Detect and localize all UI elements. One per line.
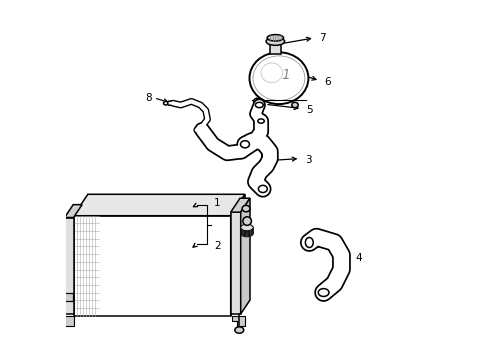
Ellipse shape (258, 119, 264, 123)
Ellipse shape (241, 141, 249, 148)
Ellipse shape (241, 226, 253, 233)
Ellipse shape (241, 230, 253, 237)
Ellipse shape (241, 224, 253, 231)
Ellipse shape (267, 35, 284, 41)
Ellipse shape (266, 37, 285, 45)
Text: 4: 4 (355, 253, 362, 263)
Ellipse shape (292, 102, 298, 108)
Text: 1: 1 (282, 68, 291, 82)
Ellipse shape (255, 102, 263, 108)
Text: 7: 7 (319, 33, 326, 43)
Polygon shape (270, 43, 281, 54)
Ellipse shape (318, 289, 329, 296)
Text: 6: 6 (324, 77, 331, 87)
Text: 5: 5 (306, 105, 313, 115)
Ellipse shape (258, 185, 268, 193)
Polygon shape (232, 316, 245, 326)
Polygon shape (74, 216, 231, 316)
Polygon shape (231, 194, 245, 316)
Ellipse shape (243, 217, 251, 225)
Polygon shape (61, 316, 74, 326)
Ellipse shape (253, 98, 262, 105)
Ellipse shape (249, 52, 308, 104)
Text: 8: 8 (145, 93, 151, 103)
Text: 1: 1 (214, 198, 220, 208)
Ellipse shape (241, 229, 253, 236)
Ellipse shape (164, 102, 168, 105)
Ellipse shape (241, 228, 253, 235)
Ellipse shape (235, 327, 244, 333)
Ellipse shape (167, 101, 173, 105)
Polygon shape (60, 293, 73, 301)
Ellipse shape (305, 238, 313, 248)
Polygon shape (231, 212, 241, 314)
Ellipse shape (241, 225, 253, 232)
Text: 3: 3 (305, 155, 312, 165)
Ellipse shape (241, 227, 253, 234)
Polygon shape (241, 198, 250, 314)
Ellipse shape (242, 205, 250, 212)
Polygon shape (65, 217, 74, 314)
Polygon shape (74, 194, 245, 216)
Polygon shape (231, 198, 250, 212)
Text: 2: 2 (214, 241, 220, 251)
Polygon shape (65, 204, 82, 217)
